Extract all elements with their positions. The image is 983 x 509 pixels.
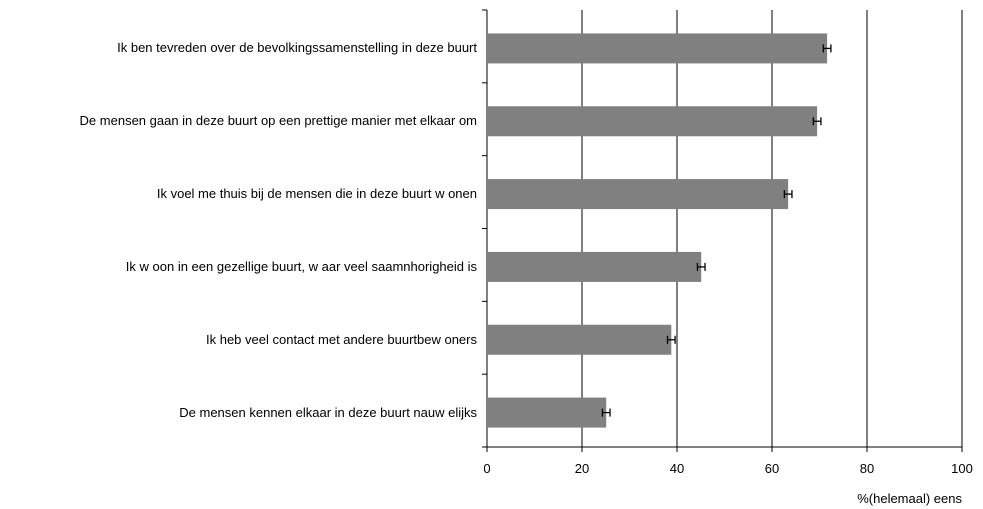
x-axis-label: %(helemaal) eens — [857, 491, 962, 506]
error-bar — [812, 117, 822, 126]
category-label: Ik voel me thuis bij de mensen die in de… — [156, 186, 477, 202]
x-tick-label: 0 — [483, 461, 490, 476]
x-tick-label: 100 — [951, 461, 973, 476]
error-bar — [696, 262, 706, 271]
category-label: De mensen gaan in deze buurt op een pret… — [79, 113, 477, 129]
error-bar — [601, 408, 611, 417]
bar — [487, 179, 789, 210]
error-bar — [666, 335, 676, 344]
x-tick-label: 60 — [765, 461, 779, 476]
bar — [487, 106, 818, 137]
category-label: Ik w oon in een gezellige buurt, w aar v… — [125, 258, 477, 274]
bar — [487, 397, 607, 428]
error-bar — [783, 190, 793, 199]
bar — [487, 251, 702, 282]
bar — [487, 33, 828, 64]
category-label: De mensen kennen elkaar in deze buurt na… — [179, 404, 477, 420]
bar — [487, 324, 672, 355]
x-tick-label: 20 — [575, 461, 589, 476]
x-tick-label: 80 — [860, 461, 874, 476]
error-bar — [822, 44, 832, 53]
x-tick-label: 40 — [670, 461, 684, 476]
category-label: Ik heb veel contact met andere buurtbew … — [206, 331, 477, 347]
category-label: Ik ben tevreden over de bevolkingssamens… — [117, 40, 477, 56]
